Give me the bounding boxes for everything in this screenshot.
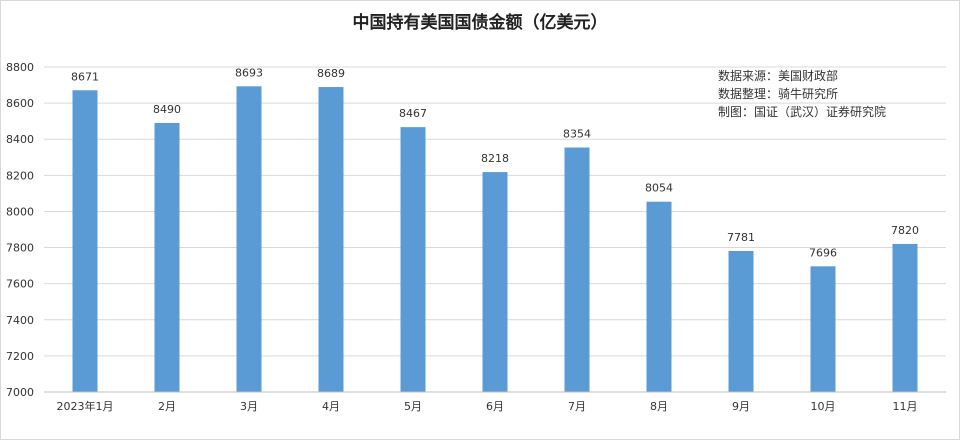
y-tick-label: 8200 [6, 169, 34, 182]
x-tick-label: 5月 [404, 400, 422, 413]
data-label: 8689 [317, 67, 345, 80]
y-tick-label: 8600 [6, 97, 34, 110]
bar [564, 147, 590, 392]
y-tick-label: 8800 [6, 61, 34, 74]
bar [810, 266, 836, 392]
x-tick-label: 7月 [568, 400, 586, 413]
bar [482, 172, 508, 392]
bar [892, 243, 918, 392]
x-tick-label: 8月 [650, 400, 668, 413]
bar [728, 250, 754, 392]
chart-title: 中国持有美国国债金额（亿美元） [353, 12, 608, 33]
bar [400, 127, 426, 392]
source-notes: 数据来源：美国财政部 数据整理：骑牛研究所 制图：国证（武汉）证券研究院 [718, 68, 886, 119]
data-label: 8693 [235, 66, 263, 79]
x-tick-label: 2月 [158, 400, 176, 413]
bar [154, 122, 180, 392]
x-tick-label: 3月 [240, 400, 258, 413]
y-axis-ticks: 7000 7200 7400 7600 7800 8000 8200 8400 8600 8800 [6, 61, 34, 399]
data-label: 8218 [481, 152, 509, 165]
bar [72, 90, 98, 393]
x-tick-label: 10月 [811, 400, 836, 413]
bars [72, 86, 918, 393]
x-tick-label: 4月 [322, 400, 340, 413]
y-tick-label: 7800 [6, 242, 34, 255]
x-tick-label: 2023年1月 [57, 399, 114, 413]
y-tick-label: 7600 [6, 278, 34, 291]
data-label: 8054 [645, 182, 673, 195]
y-tick-label: 7400 [6, 314, 34, 327]
x-tick-label: 9月 [732, 400, 750, 413]
bar [236, 86, 262, 392]
data-label: 7696 [809, 246, 837, 259]
source-note-1: 数据来源：美国财政部 [718, 68, 838, 83]
y-tick-label: 7200 [6, 350, 34, 363]
source-note-3: 制图：国证（武汉）证券研究院 [718, 104, 886, 119]
bar [646, 201, 672, 392]
x-axis-ticks: 2023年1月 2月 3月 4月 5月 6月 7月 8月 9月 10月 11月 [57, 399, 918, 413]
data-label: 7781 [727, 231, 755, 244]
x-tick-label: 6月 [486, 400, 504, 413]
source-note-2: 数据整理：骑牛研究所 [718, 86, 838, 101]
bar [318, 87, 344, 393]
data-label: 8671 [71, 70, 99, 83]
y-tick-label: 8000 [6, 205, 34, 218]
data-label: 7820 [891, 224, 919, 237]
data-label: 8490 [153, 103, 181, 116]
data-labels: 8671 8490 8693 8689 8467 8218 8354 8054 7781 7696… [71, 66, 919, 259]
data-label: 8467 [399, 107, 427, 120]
y-tick-label: 7000 [6, 386, 34, 399]
x-tick-label: 11月 [893, 400, 918, 413]
y-tick-label: 8400 [6, 133, 34, 146]
data-label: 8354 [563, 128, 591, 141]
